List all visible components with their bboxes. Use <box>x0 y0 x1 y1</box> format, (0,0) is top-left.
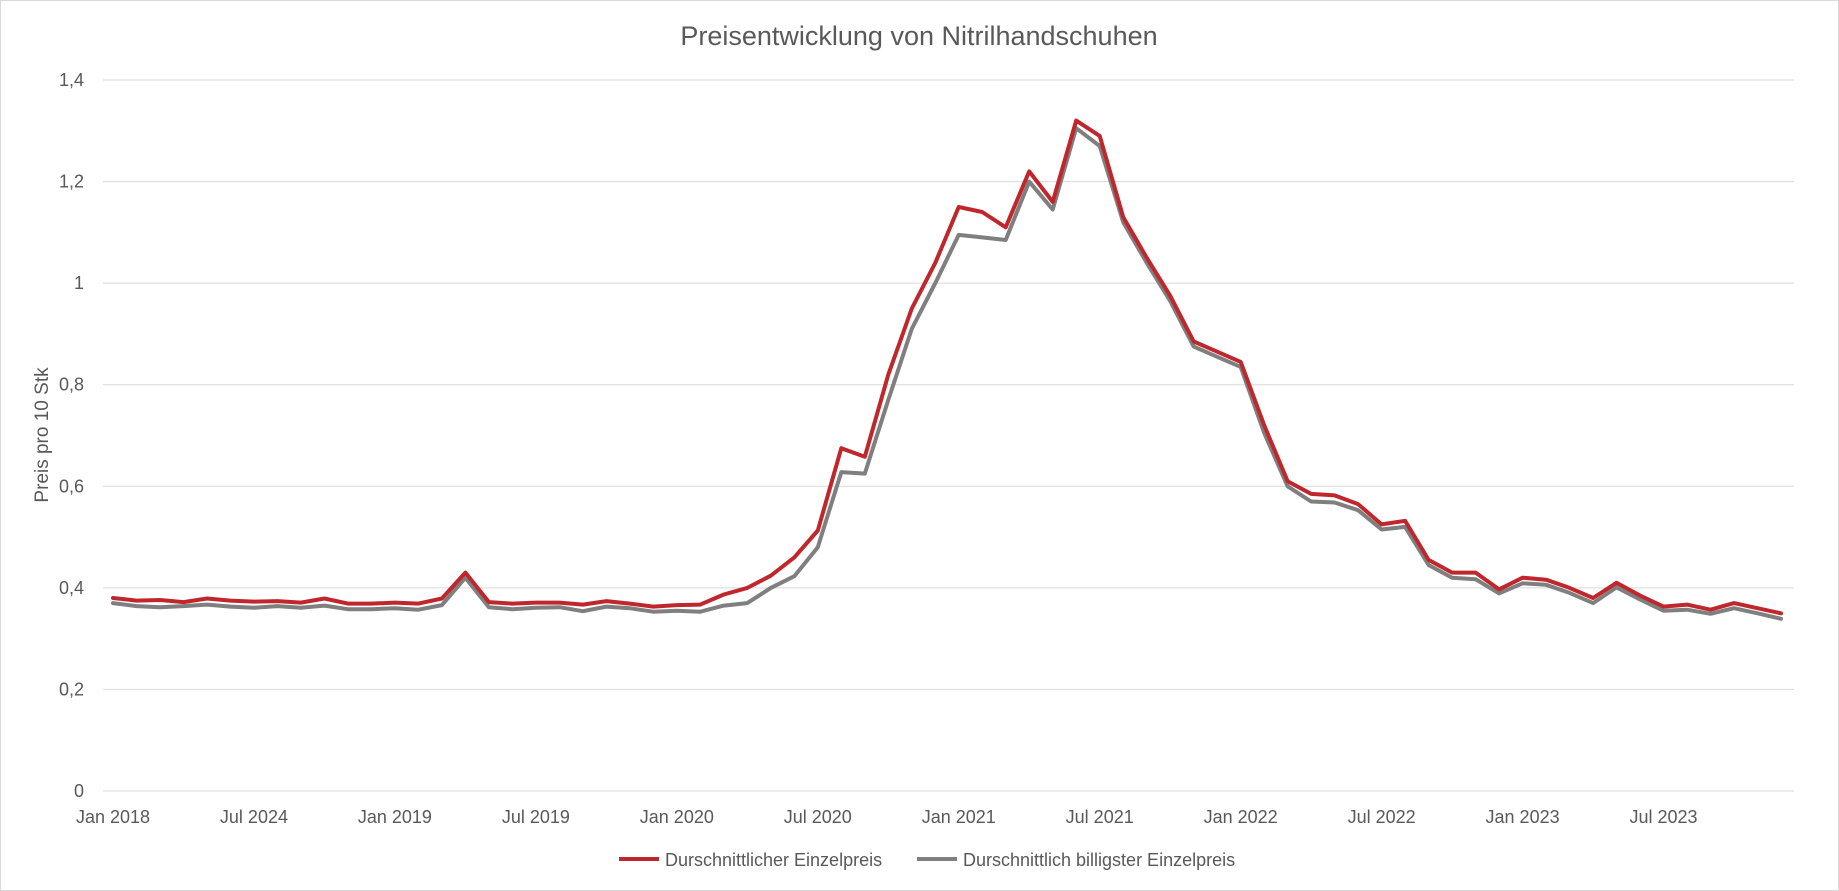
x-tick-label: Jul 2020 <box>784 807 852 827</box>
y-tick-label: 1 <box>74 273 84 293</box>
series-line <box>111 118 1783 616</box>
y-tick-label: 1,4 <box>59 70 84 90</box>
y-tick-label: 0 <box>74 781 84 801</box>
x-tick-label: Jul 2021 <box>1066 807 1134 827</box>
y-axis-ticks: 0 0,2 0,4 0,6 0,8 1 1,2 1,4 <box>59 70 84 801</box>
x-tick-label: Jul 2019 <box>502 807 570 827</box>
legend-label: Durschnittlich billigster Einzelpreis <box>963 850 1235 870</box>
series-lines <box>111 118 1783 621</box>
x-tick-label: Jan 2023 <box>1486 807 1560 827</box>
y-axis-label: Preis pro 10 Stk <box>32 367 53 503</box>
legend-label: Durschnittlicher Einzelpreis <box>665 850 882 870</box>
series-line <box>111 126 1783 621</box>
x-tick-label: Jul 2022 <box>1348 807 1416 827</box>
y-tick-label: 0,4 <box>59 578 84 598</box>
x-tick-label: Jan 2018 <box>76 807 150 827</box>
x-tick-label: Jan 2021 <box>922 807 996 827</box>
y-tick-label: 0,8 <box>59 375 84 395</box>
x-tick-label: Jul 2023 <box>1630 807 1698 827</box>
gridlines <box>103 79 1794 792</box>
x-tick-label: Jan 2020 <box>640 807 714 827</box>
x-tick-label: Jan 2019 <box>358 807 432 827</box>
y-tick-label: 0,2 <box>59 679 84 699</box>
y-tick-label: 0,6 <box>59 476 84 496</box>
x-tick-label: Jul 2024 <box>220 807 288 827</box>
x-axis-ticks: Jan 2018 Jul 2024 Jan 2019 Jul 2019 Jan 2020… <box>76 807 1698 827</box>
x-tick-label: Jan 2022 <box>1204 807 1278 827</box>
y-tick-label: 1,2 <box>59 172 84 192</box>
legend: Durschnittlicher Einzelpreis Durschnittli… <box>619 850 1235 870</box>
chart-title: Preisentwicklung von Nitrilhandschuhen <box>680 21 1157 51</box>
